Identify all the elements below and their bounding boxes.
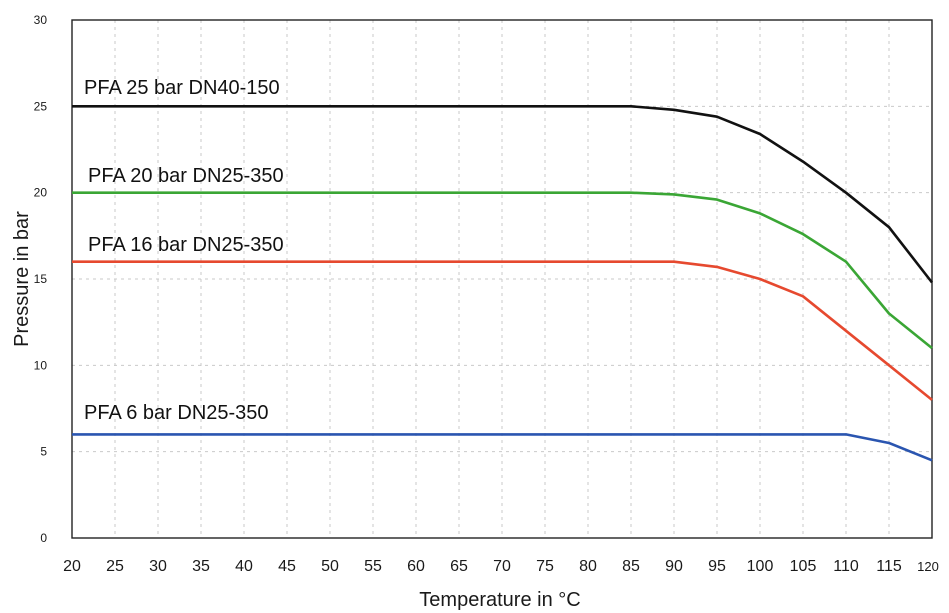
series-line-2 [72, 260, 933, 401]
series-label: PFA 25 bar DN40-150 [84, 77, 280, 99]
x-tick-label: 30 [149, 558, 167, 575]
x-tick-label: 25 [106, 558, 124, 575]
x-tick-label: 50 [321, 558, 339, 575]
x-tick-label: 85 [622, 558, 640, 575]
x-tick-label: 55 [364, 558, 382, 575]
y-tick-label: 5 [40, 445, 47, 459]
x-tick-label: 35 [192, 558, 210, 575]
plot-frame [71, 19, 933, 539]
series-label: PFA 16 bar DN25-350 [88, 234, 284, 256]
x-axis-title: Temperature in °C [419, 589, 580, 611]
series-lines [72, 105, 934, 462]
series-labels: PFA 25 bar DN40-150 PFA 20 bar DN25-350 PF… [84, 77, 284, 424]
y-tick-label: 20 [34, 186, 48, 200]
x-tick-label: 75 [536, 558, 554, 575]
x-tick-label: 100 [747, 558, 774, 575]
series-label: PFA 20 bar DN25-350 [88, 165, 284, 187]
series-line-0 [72, 105, 934, 284]
x-tick-label: 105 [790, 558, 817, 575]
series-line-3 [72, 433, 933, 462]
axes [71, 19, 933, 539]
x-tick-label: 90 [665, 558, 683, 575]
x-tick-label: 45 [278, 558, 296, 575]
x-tick-labels: 20 25 30 35 40 45 50 55 60 65 70 75 80 85 90 95 100 105 11… [63, 558, 939, 575]
x-tick-label: 95 [708, 558, 726, 575]
x-tick-label: 70 [493, 558, 511, 575]
x-tick-label: 120 [917, 559, 939, 574]
x-tick-label: 110 [833, 558, 859, 575]
x-tick-label: 40 [235, 558, 253, 575]
y-tick-labels: 0 5 10 15 20 25 30 [34, 13, 48, 545]
y-tick-label: 25 [34, 99, 48, 113]
x-tick-label: 20 [63, 558, 81, 575]
y-tick-label: 30 [34, 13, 48, 27]
x-tick-label: 65 [450, 558, 468, 575]
y-tick-label: 0 [40, 531, 47, 545]
y-tick-label: 10 [34, 358, 48, 372]
y-tick-label: 15 [34, 272, 48, 286]
series-label: PFA 6 bar DN25-350 [84, 402, 269, 424]
series-line-1 [72, 191, 933, 350]
x-tick-label: 80 [579, 558, 597, 575]
x-tick-label: 60 [407, 558, 425, 575]
y-axis-title: Pressure in bar [11, 211, 33, 347]
x-tick-label: 115 [876, 558, 902, 575]
